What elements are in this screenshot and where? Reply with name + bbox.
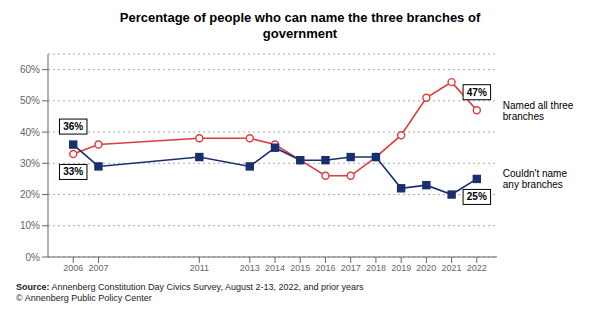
svg-text:2019: 2019 [391, 263, 411, 273]
svg-text:30%: 30% [20, 158, 40, 169]
html-text:© Annenberg Public Policy Cent: © Annenberg Public Policy Center [16, 293, 152, 303]
svg-text:Couldn't nameany branches: Couldn't nameany branches [503, 168, 568, 190]
svg-text:Named all threebranches: Named all threebranches [503, 99, 574, 121]
html-text:Percentage of people who can n: Percentage of people who can name the th… [119, 10, 481, 25]
svg-text:2017: 2017 [341, 263, 361, 273]
svg-text:0%: 0% [26, 252, 41, 263]
svg-text:2011: 2011 [190, 263, 209, 273]
svg-text:2014: 2014 [265, 263, 285, 273]
svg-text:40%: 40% [20, 127, 40, 138]
svg-text:36%: 36% [63, 121, 83, 132]
svg-text:2013: 2013 [240, 263, 260, 273]
svg-text:47%: 47% [467, 87, 487, 98]
svg-text:2022: 2022 [467, 263, 487, 273]
svg-text:10%: 10% [20, 220, 40, 231]
svg-text:2018: 2018 [366, 263, 386, 273]
html-text:government: government [262, 26, 338, 41]
html-text:Source: Annenberg Constitution: Source: Annenberg Constitution Day Civic… [16, 282, 364, 292]
svg-text:2015: 2015 [290, 263, 310, 273]
svg-text:2021: 2021 [442, 263, 462, 273]
svg-text:2006: 2006 [63, 263, 83, 273]
svg-text:60%: 60% [20, 64, 40, 75]
svg-text:20%: 20% [20, 189, 40, 200]
svg-text:2020: 2020 [416, 263, 436, 273]
svg-text:33%: 33% [63, 166, 83, 177]
svg-text:2016: 2016 [315, 263, 335, 273]
svg-text:50%: 50% [20, 95, 40, 106]
svg-text:25%: 25% [467, 191, 487, 202]
svg-text:2007: 2007 [88, 263, 108, 273]
